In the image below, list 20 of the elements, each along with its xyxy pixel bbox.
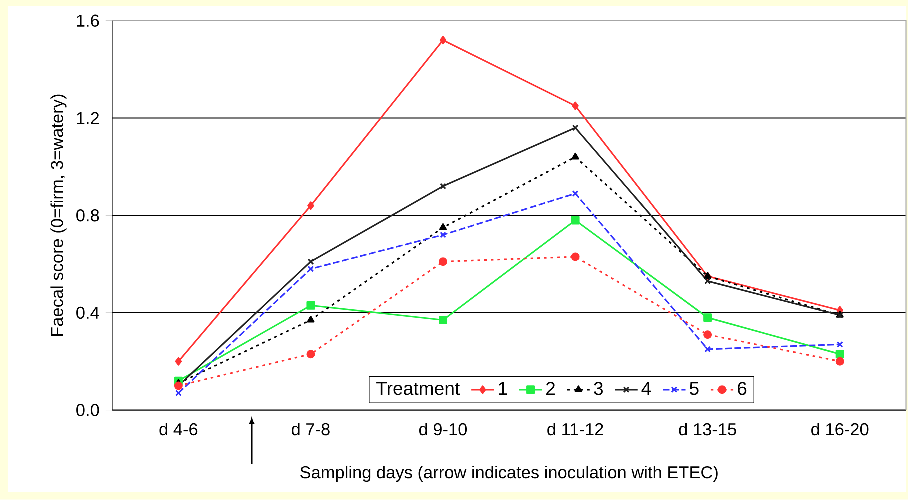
legend-label: 6 [738,382,747,396]
x-axis-title: Sampling days (arrow indicates inoculation with ETEC) [300,466,718,482]
legend-label: 1 [499,382,508,396]
legend-label: 5 [690,382,699,396]
y-tick-label: 0.8 [76,210,100,222]
x-tick-label: d 4-6 [160,422,198,436]
x-tick-label: d 16-20 [812,422,869,436]
x-tick-label: d 7-8 [292,422,330,436]
x-tick-label: d 9-10 [420,422,468,436]
legend-label: 3 [594,382,603,396]
legend-title: Treatment [376,382,460,396]
y-axis-title: Faecal score (0=firm, 3=watery) [50,94,67,336]
y-tick-label: 0.0 [76,404,100,416]
x-tick-label: d 13-15 [679,422,736,436]
y-tick-label: 1.6 [77,14,100,28]
legend-label: 4 [642,382,652,396]
y-tick-label: 0.4 [76,306,100,320]
y-tick-label: 1.2 [77,112,100,124]
legend-label: 2 [546,382,555,396]
x-tick-label: d 11-12 [548,422,604,436]
